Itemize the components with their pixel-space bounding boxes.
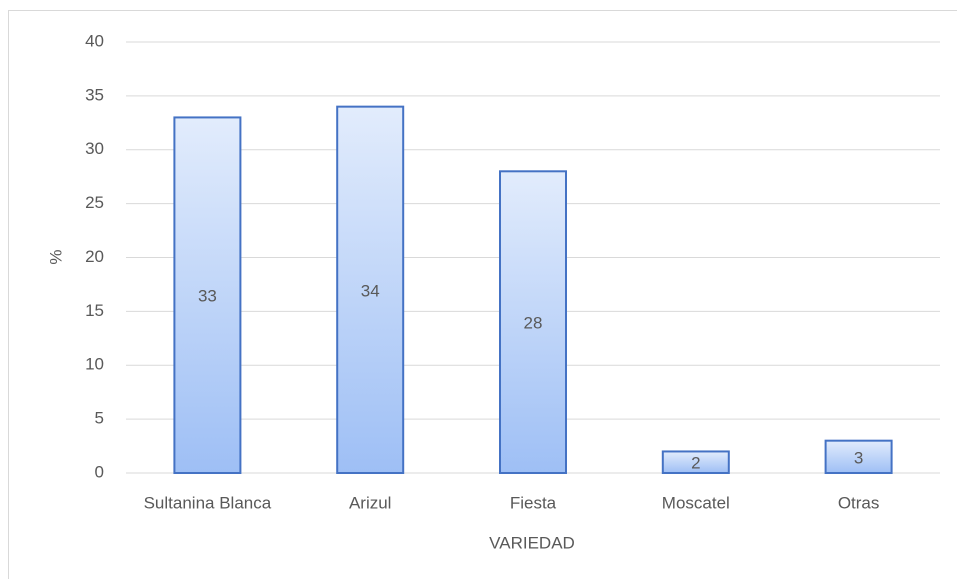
x-tick-label: Fiesta xyxy=(510,493,557,512)
y-tick-label: 20 xyxy=(85,247,104,266)
data-label: 34 xyxy=(361,281,380,300)
y-tick-label: 40 xyxy=(85,31,104,50)
y-tick-label: 15 xyxy=(85,301,104,320)
y-tick-label: 5 xyxy=(95,409,104,428)
data-label: 3 xyxy=(854,448,863,467)
y-tick-label: 25 xyxy=(85,193,104,212)
y-tick-label: 35 xyxy=(85,85,104,104)
x-tick-label: Moscatel xyxy=(662,493,730,512)
data-label: 2 xyxy=(691,454,700,473)
data-label: 28 xyxy=(524,314,543,333)
x-axis-label: VARIEDAD xyxy=(489,533,575,552)
y-tick-label: 30 xyxy=(85,139,104,158)
x-tick-label: Sultanina Blanca xyxy=(144,493,272,512)
y-tick-label: 0 xyxy=(95,462,104,481)
y-axis-label: % xyxy=(46,249,65,264)
data-label: 33 xyxy=(198,287,217,306)
x-tick-label: Arizul xyxy=(349,493,392,512)
x-tick-label: Otras xyxy=(838,493,880,512)
y-tick-label: 10 xyxy=(85,355,104,374)
